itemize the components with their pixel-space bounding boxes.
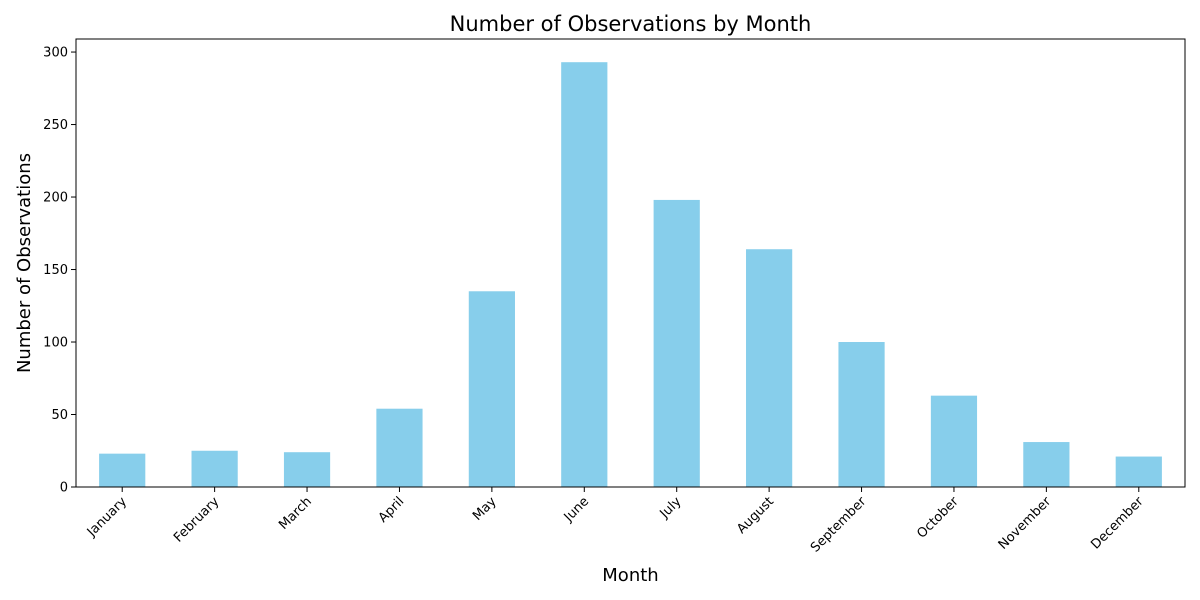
bar-august: [746, 249, 793, 487]
x-axis-title: Month: [602, 565, 658, 586]
x-tick-label: November: [996, 494, 1055, 553]
bar-april: [376, 408, 423, 487]
bar-june: [561, 62, 608, 487]
bar-january: [99, 453, 146, 487]
bar-september: [838, 342, 885, 487]
y-tick-label: 250: [43, 118, 68, 133]
bar-october: [930, 395, 978, 487]
y-tick-label: 300: [43, 46, 68, 61]
plot-frame: [75, 38, 1186, 488]
y-axis: 0 50 100 150 200 250 300: [43, 46, 76, 496]
chart-title: Number of Observations by Month: [450, 12, 812, 36]
bar-february: [191, 450, 238, 487]
x-tick-label: May: [470, 494, 500, 524]
x-tick-label: February: [171, 494, 223, 546]
x-tick-label: January: [84, 494, 130, 540]
bar-march: [283, 452, 331, 487]
bar-december: [1115, 456, 1162, 487]
x-tick-label: December: [1088, 494, 1147, 553]
y-tick-label: 0: [60, 481, 68, 496]
y-tick-label: 200: [43, 191, 68, 206]
bars-group: [99, 62, 1162, 487]
y-tick-label: 150: [43, 263, 68, 278]
x-tick-label: April: [376, 494, 408, 526]
x-tick-label: August: [734, 494, 777, 537]
x-tick-label: June: [561, 494, 592, 525]
bar-november: [1023, 442, 1070, 487]
y-tick-label: 50: [51, 408, 68, 423]
y-axis-title: Number of Observations: [14, 153, 35, 373]
x-axis: January February March April May June July Augu…: [84, 487, 1147, 556]
bar-july: [653, 199, 700, 487]
x-tick-label: March: [276, 494, 315, 533]
x-tick-label: September: [808, 494, 870, 556]
x-tick-label: October: [914, 494, 962, 542]
bar-may: [468, 291, 515, 487]
x-tick-label: July: [657, 494, 685, 522]
y-tick-label: 100: [43, 336, 68, 351]
